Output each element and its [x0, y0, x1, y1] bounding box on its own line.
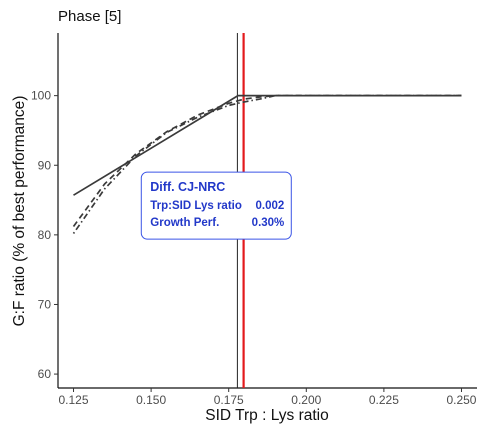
x-tick-label: 0.200 [291, 393, 321, 407]
y-tick-label: 70 [38, 297, 52, 311]
y-tick-label: 80 [38, 228, 52, 242]
y-tick-label: 90 [38, 158, 52, 172]
plot-area [57, 33, 477, 389]
y-tick-label: 100 [31, 89, 51, 103]
annotation-row-label: Growth Perf. [150, 217, 219, 229]
y-tick-label: 60 [38, 367, 52, 381]
x-axis-title: SID Trp : Lys ratio [205, 407, 328, 424]
x-tick-label: 0.250 [446, 393, 476, 407]
series-lines [72, 94, 462, 234]
series-line-dotdash [72, 94, 462, 234]
annotation-header: Diff. CJ-NRC [150, 180, 225, 194]
x-axis-ticks: 0.125 0.150 0.175 0.200 0.225 0.250 [59, 388, 477, 407]
x-tick-label: 0.175 [214, 393, 244, 407]
x-tick-label: 0.150 [136, 393, 166, 407]
x-tick-label: 0.225 [369, 393, 399, 407]
annotation-row-value: 0.30% [252, 217, 285, 229]
y-axis-ticks: 60 70 80 90 100 [31, 89, 58, 381]
y-axis-title: G:F ratio (% of best performance) [11, 96, 28, 327]
x-tick-label: 0.125 [59, 393, 89, 407]
annotation-row-label: Trp:SID Lys ratio [150, 200, 242, 212]
annotation-box: Diff. CJ-NRC Trp:SID Lys ratio 0.002 Gro… [140, 171, 292, 240]
chart-title: Phase [5] [58, 8, 121, 25]
annotation-frame [140, 171, 292, 240]
annotation-row-value: 0.002 [256, 200, 285, 212]
